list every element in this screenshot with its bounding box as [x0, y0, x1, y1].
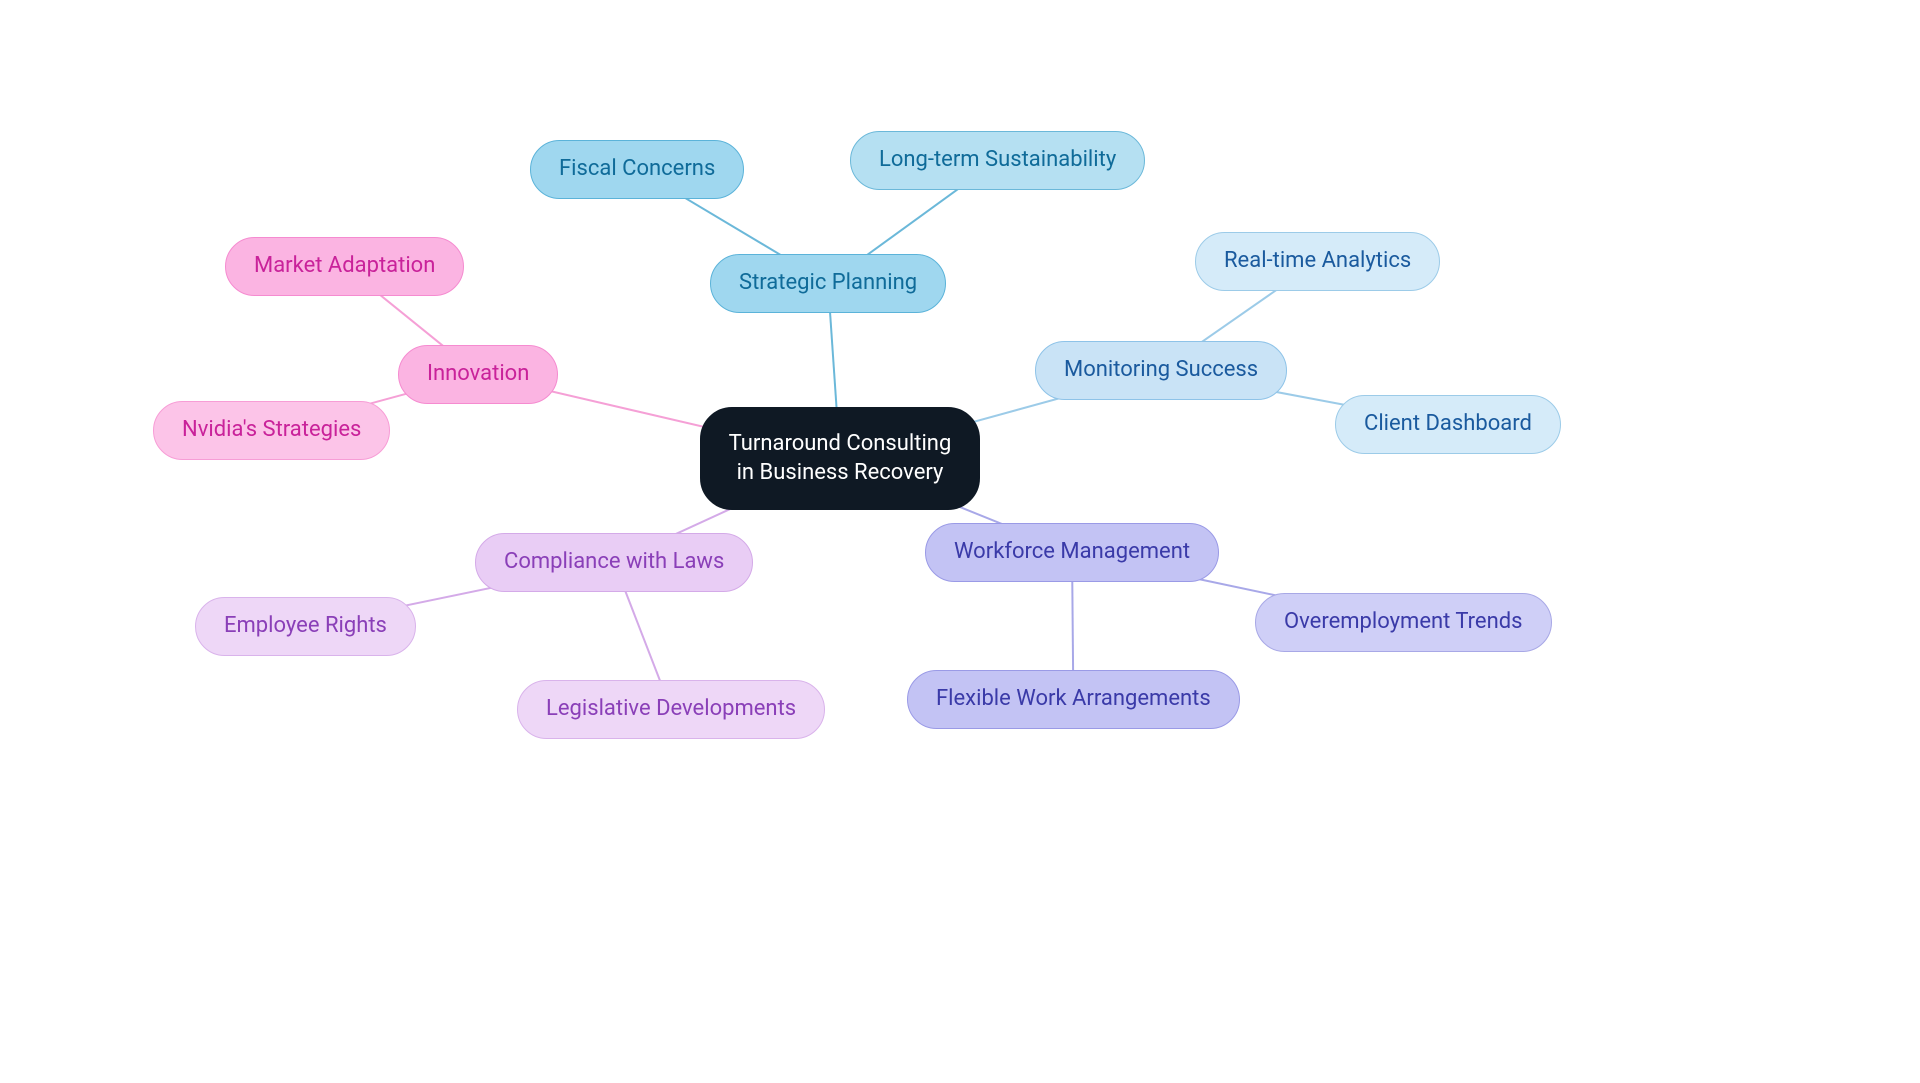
node-legis: Legislative Developments: [517, 680, 825, 739]
node-fiscal: Fiscal Concerns: [530, 140, 744, 199]
node-flex: Flexible Work Arrangements: [907, 670, 1240, 729]
node-dashboard: Client Dashboard: [1335, 395, 1561, 454]
node-label: Legislative Developments: [546, 695, 796, 724]
node-label: Flexible Work Arrangements: [936, 685, 1211, 714]
node-market: Market Adaptation: [225, 237, 464, 296]
node-nvidia: Nvidia's Strategies: [153, 401, 390, 460]
node-label: Market Adaptation: [254, 252, 435, 281]
node-center: Turnaround Consulting in Business Recove…: [700, 407, 980, 510]
node-label: Innovation: [427, 360, 529, 389]
node-sustain: Long-term Sustainability: [850, 131, 1145, 190]
node-rights: Employee Rights: [195, 597, 416, 656]
node-label: Overemployment Trends: [1284, 608, 1523, 637]
node-label: Turnaround Consulting in Business Recove…: [725, 430, 955, 487]
node-strategic: Strategic Planning: [710, 254, 946, 313]
node-compliance: Compliance with Laws: [475, 533, 753, 592]
node-label: Long-term Sustainability: [879, 146, 1116, 175]
node-label: Workforce Management: [954, 538, 1190, 567]
node-label: Client Dashboard: [1364, 410, 1532, 439]
node-analytics: Real-time Analytics: [1195, 232, 1440, 291]
node-label: Monitoring Success: [1064, 356, 1258, 385]
node-workforce: Workforce Management: [925, 523, 1219, 582]
node-label: Compliance with Laws: [504, 548, 724, 577]
node-label: Employee Rights: [224, 612, 387, 641]
node-label: Nvidia's Strategies: [182, 416, 361, 445]
node-innovation: Innovation: [398, 345, 558, 404]
node-label: Real-time Analytics: [1224, 247, 1411, 276]
node-label: Fiscal Concerns: [559, 155, 715, 184]
node-monitoring: Monitoring Success: [1035, 341, 1287, 400]
node-label: Strategic Planning: [739, 269, 917, 298]
node-over: Overemployment Trends: [1255, 593, 1552, 652]
